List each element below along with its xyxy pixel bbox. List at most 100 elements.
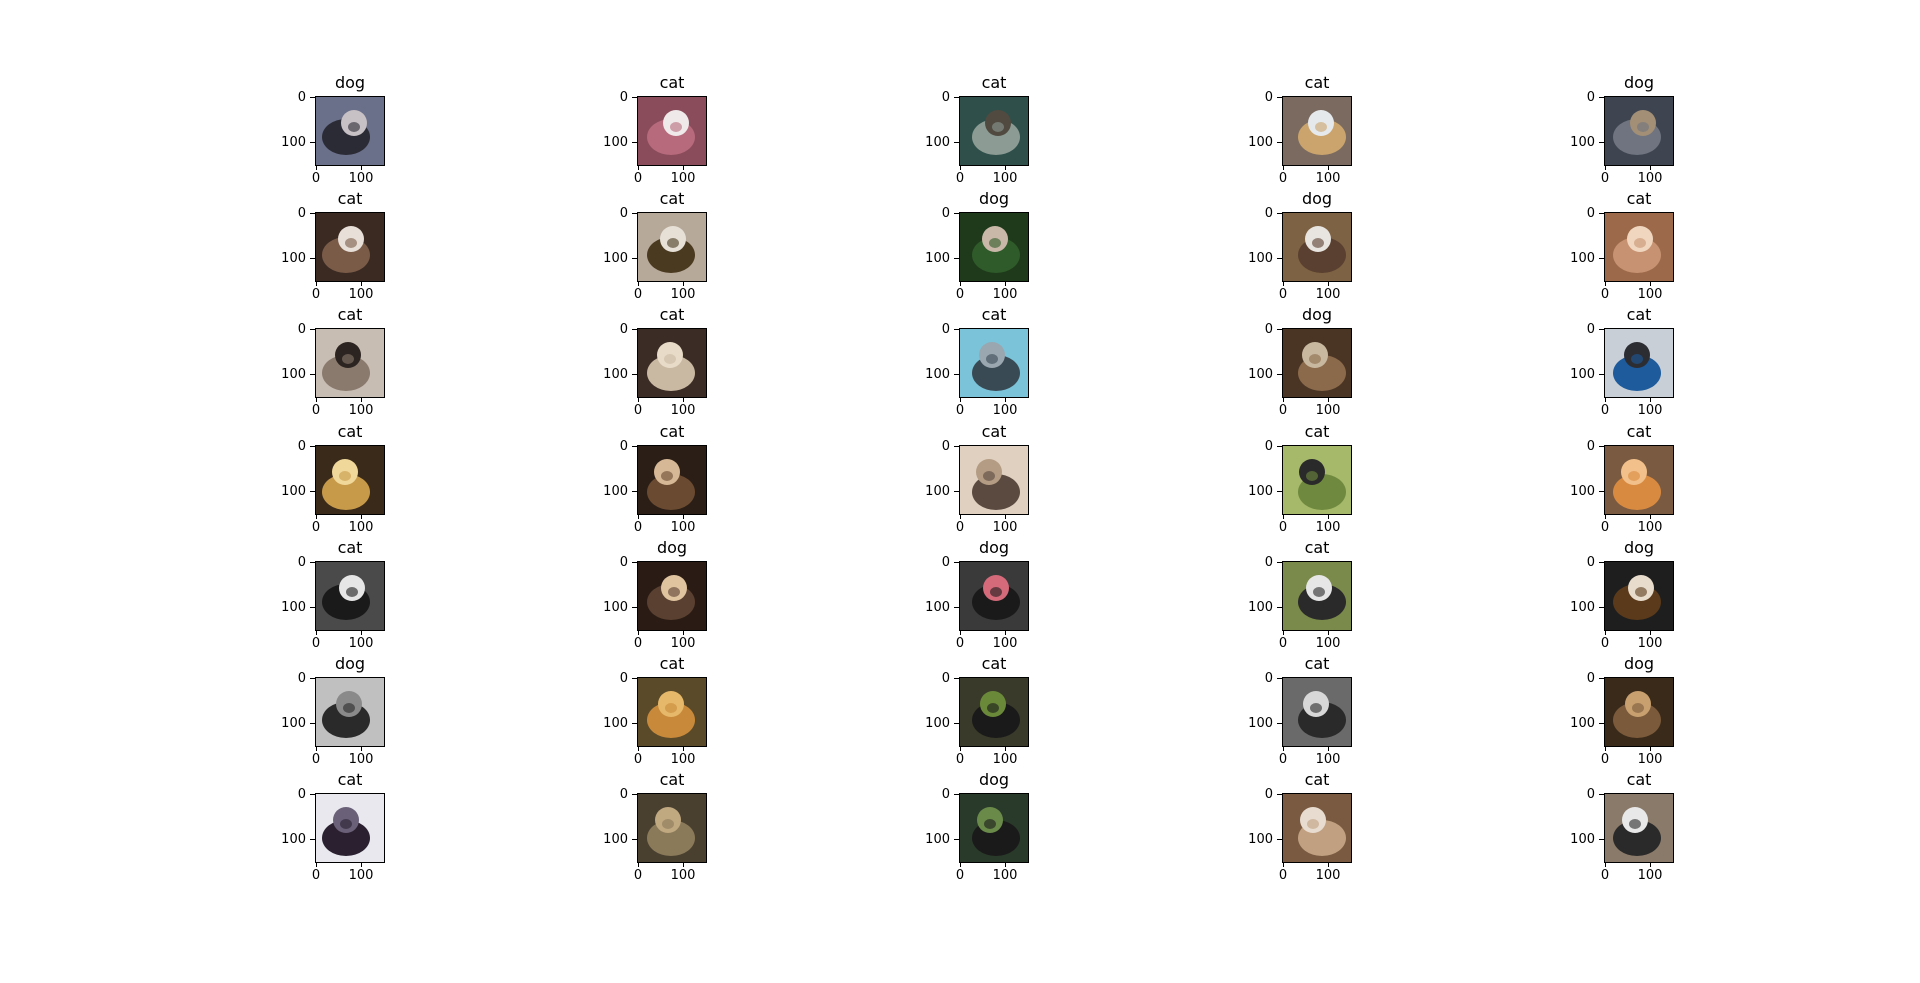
y-tick-mark bbox=[310, 374, 315, 375]
y-tick-mark bbox=[1599, 374, 1604, 375]
y-tick-mark bbox=[1599, 839, 1604, 840]
y-tick-mark bbox=[1277, 446, 1282, 447]
y-tick-label: 0 bbox=[1264, 787, 1273, 802]
y-tick-label: 100 bbox=[925, 367, 950, 382]
y-tick-mark bbox=[310, 97, 315, 98]
x-tick-mark bbox=[316, 281, 317, 286]
y-tick-label: 100 bbox=[1570, 135, 1595, 150]
x-tick-label: 100 bbox=[670, 520, 696, 535]
panel-title: cat bbox=[337, 189, 363, 208]
x-tick-label: 100 bbox=[670, 636, 696, 651]
animal-photo-icon bbox=[316, 446, 384, 514]
x-tick-label: 0 bbox=[633, 636, 643, 651]
y-tick-mark bbox=[310, 678, 315, 679]
x-tick-mark bbox=[638, 630, 639, 635]
y-tick-label: 0 bbox=[1586, 787, 1595, 802]
x-tick-label: 0 bbox=[311, 403, 321, 418]
y-tick-mark bbox=[1599, 213, 1604, 214]
x-tick-mark bbox=[1605, 397, 1606, 402]
y-tick-mark bbox=[632, 446, 637, 447]
x-tick-mark bbox=[638, 746, 639, 751]
x-tick-mark bbox=[361, 165, 362, 170]
x-tick-mark bbox=[1005, 746, 1006, 751]
x-tick-mark bbox=[638, 397, 639, 402]
panel-title: dog bbox=[978, 770, 1010, 789]
animal-photo-icon bbox=[316, 97, 384, 165]
x-tick-mark bbox=[1328, 281, 1329, 286]
panel-title: dog bbox=[656, 538, 688, 557]
x-tick-label: 100 bbox=[348, 520, 374, 535]
x-tick-mark bbox=[683, 630, 684, 635]
thumbnail-image bbox=[637, 793, 707, 863]
x-tick-label: 100 bbox=[992, 287, 1018, 302]
thumbnail-image bbox=[637, 328, 707, 398]
y-tick-label: 100 bbox=[1248, 716, 1273, 731]
x-tick-label: 100 bbox=[1637, 287, 1663, 302]
x-tick-mark bbox=[1650, 281, 1651, 286]
panel-title: cat bbox=[1304, 654, 1330, 673]
y-tick-mark bbox=[954, 491, 959, 492]
x-tick-mark bbox=[960, 630, 961, 635]
x-tick-label: 100 bbox=[1315, 403, 1341, 418]
x-tick-mark bbox=[1328, 165, 1329, 170]
y-tick-label: 100 bbox=[1570, 716, 1595, 731]
thumbnail-image bbox=[1282, 445, 1352, 515]
x-tick-label: 0 bbox=[1600, 520, 1610, 535]
x-tick-mark bbox=[316, 746, 317, 751]
animal-photo-icon bbox=[638, 446, 706, 514]
panel-title: cat bbox=[1304, 73, 1330, 92]
x-tick-mark bbox=[1328, 514, 1329, 519]
y-tick-label: 0 bbox=[1586, 555, 1595, 570]
x-tick-label: 100 bbox=[670, 752, 696, 767]
x-tick-label: 0 bbox=[1278, 171, 1288, 186]
x-tick-mark bbox=[316, 862, 317, 867]
x-tick-label: 100 bbox=[1637, 171, 1663, 186]
panel-title: cat bbox=[659, 654, 685, 673]
y-tick-label: 0 bbox=[297, 206, 306, 221]
y-tick-mark bbox=[310, 213, 315, 214]
x-tick-label: 100 bbox=[992, 868, 1018, 883]
y-tick-label: 0 bbox=[1586, 322, 1595, 337]
y-tick-label: 0 bbox=[941, 206, 950, 221]
animal-photo-icon bbox=[316, 678, 384, 746]
panel-title: cat bbox=[337, 770, 363, 789]
x-tick-label: 100 bbox=[348, 171, 374, 186]
panel-title: cat bbox=[659, 73, 685, 92]
y-tick-mark bbox=[1599, 142, 1604, 143]
x-tick-label: 0 bbox=[1278, 752, 1288, 767]
y-tick-mark bbox=[1599, 329, 1604, 330]
thumbnail-image bbox=[315, 445, 385, 515]
animal-photo-icon bbox=[638, 678, 706, 746]
y-tick-label: 0 bbox=[297, 90, 306, 105]
animal-photo-icon bbox=[1283, 97, 1351, 165]
thumbnail-image bbox=[1282, 677, 1352, 747]
y-tick-label: 100 bbox=[1248, 251, 1273, 266]
animal-photo-icon bbox=[1605, 213, 1673, 281]
x-tick-label: 0 bbox=[1600, 403, 1610, 418]
thumbnail-image bbox=[1604, 445, 1674, 515]
y-tick-label: 100 bbox=[603, 832, 628, 847]
y-tick-mark bbox=[954, 607, 959, 608]
y-tick-mark bbox=[632, 562, 637, 563]
animal-photo-icon bbox=[960, 213, 1028, 281]
x-tick-mark bbox=[1650, 746, 1651, 751]
animal-photo-icon bbox=[1605, 562, 1673, 630]
panel-title: cat bbox=[981, 305, 1007, 324]
y-tick-mark bbox=[632, 258, 637, 259]
y-tick-label: 100 bbox=[925, 135, 950, 150]
x-tick-mark bbox=[316, 165, 317, 170]
y-tick-label: 0 bbox=[941, 322, 950, 337]
panel-title: dog bbox=[1623, 73, 1655, 92]
x-tick-mark bbox=[1605, 514, 1606, 519]
panel-title: cat bbox=[981, 73, 1007, 92]
thumbnail-image bbox=[1604, 212, 1674, 282]
animal-photo-icon bbox=[960, 562, 1028, 630]
thumbnail-image bbox=[1282, 561, 1352, 631]
y-tick-mark bbox=[310, 142, 315, 143]
x-tick-mark bbox=[683, 165, 684, 170]
thumbnail-image bbox=[1604, 561, 1674, 631]
thumbnail-image bbox=[315, 561, 385, 631]
y-tick-label: 0 bbox=[1586, 90, 1595, 105]
y-tick-mark bbox=[954, 839, 959, 840]
x-tick-label: 0 bbox=[311, 171, 321, 186]
